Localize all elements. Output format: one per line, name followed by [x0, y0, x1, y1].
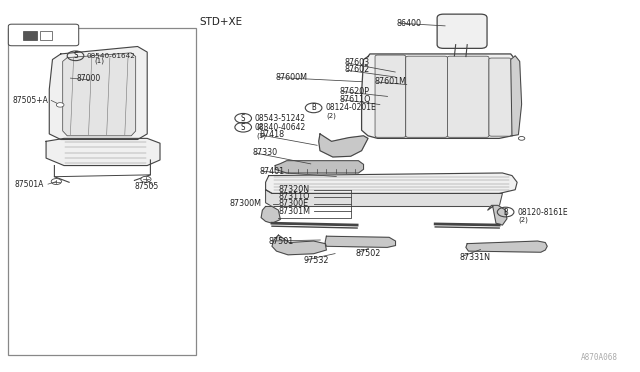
- Polygon shape: [325, 236, 396, 247]
- Polygon shape: [275, 161, 364, 173]
- Text: 87330: 87330: [253, 148, 278, 157]
- Text: 87603: 87603: [344, 58, 369, 67]
- Text: 87000: 87000: [77, 74, 101, 83]
- Text: 87505+A: 87505+A: [13, 96, 49, 105]
- Text: 87611Q: 87611Q: [339, 95, 371, 104]
- FancyBboxPatch shape: [406, 56, 447, 137]
- Polygon shape: [46, 138, 160, 166]
- Text: (2): (2): [256, 123, 266, 130]
- Text: 87401: 87401: [259, 167, 284, 176]
- Text: 87331N: 87331N: [460, 253, 490, 262]
- Text: STD+XE: STD+XE: [200, 17, 243, 26]
- Text: 87311Q: 87311Q: [278, 192, 310, 201]
- Text: S: S: [241, 123, 246, 132]
- Text: (1): (1): [95, 58, 105, 64]
- Circle shape: [51, 179, 61, 185]
- FancyBboxPatch shape: [375, 55, 406, 137]
- Polygon shape: [261, 206, 280, 223]
- Text: 08124-0201E: 08124-0201E: [325, 103, 376, 112]
- Circle shape: [56, 103, 64, 107]
- Text: 08120-8161E: 08120-8161E: [517, 208, 568, 217]
- Polygon shape: [266, 190, 502, 206]
- Polygon shape: [466, 241, 547, 252]
- Polygon shape: [511, 56, 522, 136]
- Text: 87501: 87501: [269, 237, 294, 246]
- FancyBboxPatch shape: [489, 58, 511, 136]
- Bar: [8, 28, 196, 355]
- Text: 97532: 97532: [304, 256, 330, 265]
- Text: 87320N: 87320N: [278, 185, 310, 194]
- Text: 87601M: 87601M: [374, 77, 406, 86]
- FancyBboxPatch shape: [8, 24, 79, 46]
- Text: 87301M: 87301M: [278, 207, 310, 216]
- Polygon shape: [266, 173, 517, 193]
- Text: 87505: 87505: [134, 182, 159, 190]
- Text: (2): (2): [518, 217, 528, 224]
- Text: (1): (1): [256, 132, 266, 139]
- Polygon shape: [272, 235, 326, 255]
- Polygon shape: [49, 46, 147, 140]
- Text: 87501A: 87501A: [14, 180, 44, 189]
- Text: 08540-61642: 08540-61642: [86, 53, 135, 59]
- Polygon shape: [319, 134, 368, 157]
- Text: B: B: [311, 103, 316, 112]
- FancyBboxPatch shape: [437, 14, 487, 48]
- Text: 87602: 87602: [344, 65, 369, 74]
- Text: 87418: 87418: [259, 130, 284, 139]
- Text: S: S: [241, 114, 246, 123]
- Text: 87620P: 87620P: [339, 87, 369, 96]
- Text: S: S: [73, 51, 78, 60]
- Text: 87600M: 87600M: [275, 73, 307, 82]
- Text: 87502: 87502: [355, 249, 381, 258]
- Text: 86400: 86400: [397, 19, 422, 28]
- Text: A870A068: A870A068: [580, 353, 618, 362]
- Circle shape: [141, 176, 151, 182]
- Text: 08543-51242: 08543-51242: [255, 114, 306, 123]
- Text: 08340-40642: 08340-40642: [255, 123, 306, 132]
- Bar: [23, 31, 37, 40]
- Text: 87300M: 87300M: [229, 199, 261, 208]
- Polygon shape: [362, 54, 517, 138]
- Text: B: B: [503, 208, 508, 217]
- Text: 87300E: 87300E: [278, 199, 308, 208]
- Polygon shape: [63, 53, 136, 136]
- Polygon shape: [488, 205, 507, 225]
- Text: (2): (2): [326, 113, 336, 119]
- Bar: [40, 31, 52, 40]
- Circle shape: [518, 137, 525, 140]
- FancyBboxPatch shape: [447, 56, 489, 137]
